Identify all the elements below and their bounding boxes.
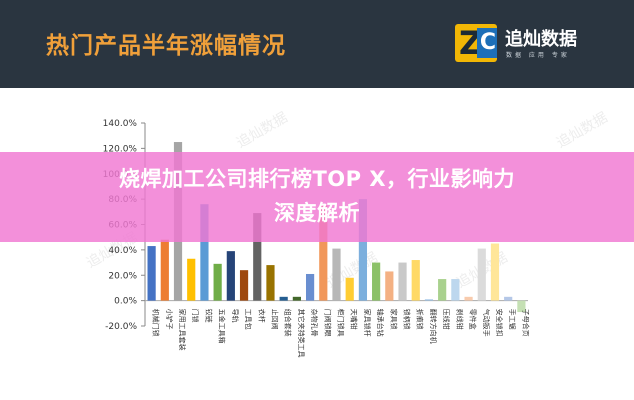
x-tick-label: 衣杆 [257,309,266,323]
bar [398,262,407,301]
x-tick-label: 止回阀 [270,309,279,330]
x-tick-label: 五金工具箱 [218,309,227,344]
x-tick-label: 气动扳手 [482,309,491,337]
overlay-title: 烧焊加工公司排行榜TOP X，行业影响力 深度解析 [0,162,634,230]
header-banner: 热门产品半年涨幅情况 Z C 追灿数据 数据 应用 专家 [0,0,634,88]
bar [464,296,473,301]
x-tick-label: 天嘴钳 [350,309,359,330]
bar [451,279,460,301]
x-tick-label: 家具锁杆 [363,309,372,337]
bar-chart: 追灿数据追灿数据追灿数据追灿数据追灿数据 -20.0%0.0%20.0%40.0… [84,110,610,358]
x-tick-label: 其它夹持类工具 [297,309,306,358]
overlay-title-line-2: 深度解析 [274,201,360,225]
x-tick-label: 轴承台钻 [376,309,385,337]
x-tick-label: 小铲子 [165,309,174,330]
logo-mark-z: Z [459,24,483,62]
bar [504,296,513,301]
overlay-title-line-1: 烧焊加工公司排行榜TOP X，行业影响力 [118,167,516,191]
y-tick-label: 40.0% [108,246,137,256]
bar [332,248,341,301]
x-tick-label: 工具包 [244,309,253,330]
x-tick-label: 门阀锁眼 [323,309,332,337]
bar [411,260,420,301]
bar [239,270,249,301]
bar [490,243,500,301]
bar [213,263,222,301]
logo-name: 追灿数据 [505,29,577,50]
x-tick-label: 导轨 [231,309,240,323]
y-tick-label: 20.0% [108,271,137,281]
watermark-text: 追灿数据 [234,110,290,152]
x-tick-label: 门锁 [191,309,200,323]
bar [292,296,301,301]
bar [200,204,209,301]
logo-mark-c: C [477,28,497,58]
brand-logo: Z C 追灿数据 数据 应用 专家 [455,22,620,68]
y-tick-label: -20.0% [105,322,137,332]
x-tick-label: 零件盒 [469,309,478,330]
x-tick-label: 铰链 [204,309,213,323]
bar [438,279,447,301]
bar [424,299,434,301]
x-tick-label: 杂物孔骨 [310,309,319,337]
title-overlay: 烧焊加工公司排行榜TOP X，行业影响力 深度解析 [0,152,634,242]
x-tick-label: 安全锁扣 [495,309,504,337]
x-tick-label: 压线钳 [442,309,451,330]
y-tick-label: 120.0% [103,144,138,154]
bar [385,271,394,301]
bar [226,251,235,301]
bar [305,273,315,301]
x-tick-label: 折痕锁 [416,309,425,330]
x-axis-labels: 机械门锁 小铲子 家用工具套装 门锁 铰链 五金工具箱 导轨 工具包 衣杆 止回阀 组合套装 其它夹持… [152,309,531,358]
y-tick-label: 140.0% [103,119,138,129]
x-tick-label: 剥线钳 [455,309,464,330]
bar [345,277,354,301]
header-title: 热门产品半年涨幅情况 [46,33,286,59]
bar [477,248,486,301]
logo-tagline: 数据 应用 专家 [506,52,570,59]
x-tick-label: 手工锯 [508,309,517,330]
y-tick-label: 0.0% [114,297,137,307]
bar [372,262,381,301]
logo-mark-icon: Z C [455,24,497,62]
x-tick-label: 家用工具套装 [178,309,187,351]
x-tick-label: 锁柄锁 [403,309,412,330]
x-tick-label: 翻转方向机 [429,309,438,344]
bar [266,265,275,301]
bar [187,258,196,301]
bar [253,213,262,301]
bar [147,246,156,301]
x-tick-label: 子母合页 [521,309,530,337]
bar [319,205,328,301]
x-tick-label: 家具锁 [389,309,398,330]
x-tick-label: 机械门锁 [152,309,161,337]
bar [517,300,526,313]
bar [160,239,169,301]
bar [279,296,288,301]
x-tick-label: 柜门锁具 [337,309,346,337]
bar [358,199,368,301]
watermark-text: 追灿数据 [554,110,610,152]
x-tick-label: 组合套装 [284,309,293,337]
